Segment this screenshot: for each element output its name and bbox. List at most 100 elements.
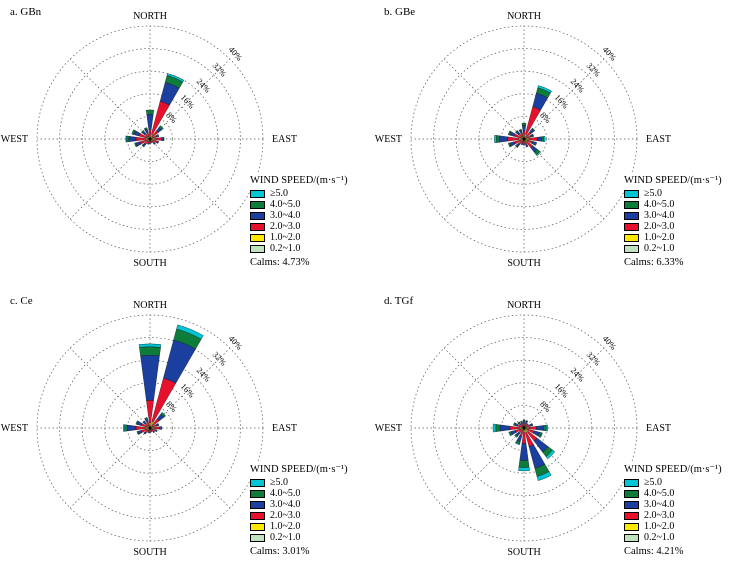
wind-speed-legend: WIND SPEED/(m·s⁻¹) ≥5.0 4.0~5.0 3.0~4.0 2.0… xyxy=(250,463,350,558)
petal-segment-SSW xyxy=(146,142,149,145)
legend-label: 3.0~4.0 xyxy=(270,210,301,221)
legend-swatch xyxy=(250,478,265,487)
petal-segment-WSW xyxy=(507,142,512,148)
legend-item: 1.0~2.0 xyxy=(624,232,722,243)
legend-label: ≥5.0 xyxy=(270,477,288,488)
petal-segment-NE xyxy=(526,423,529,426)
petal-segment-N xyxy=(522,419,526,422)
legend-swatch xyxy=(624,478,639,487)
petal-segment-WNW xyxy=(135,420,139,425)
legend-title: WIND SPEED/(m·s⁻¹) xyxy=(624,464,722,475)
petal-segment-N xyxy=(522,420,526,424)
petal-segment-E xyxy=(543,136,546,142)
legend-item: ≥5.0 xyxy=(624,477,722,488)
calms-label: Calms: 4.21% xyxy=(624,546,684,557)
petal-segment-N xyxy=(146,109,154,115)
petal-segment-ESE xyxy=(156,140,159,144)
petal-segment-ENE xyxy=(155,134,160,138)
legend-item: 3.0~4.0 xyxy=(624,210,722,221)
wind-speed-legend: WIND SPEED/(m·s⁻¹) ≥5.0 4.0~5.0 3.0~4.0 2.0… xyxy=(624,463,724,558)
legend-item: 1.0~2.0 xyxy=(624,521,722,532)
legend-label: 1.0~2.0 xyxy=(644,521,675,532)
legend-item: 2.0~3.0 xyxy=(250,221,348,232)
petal-segment-S xyxy=(149,143,151,145)
legend-item: 0.2~1.0 xyxy=(624,243,722,254)
petal-segment-E xyxy=(161,136,165,142)
legend-label: 1.0~2.0 xyxy=(270,521,301,532)
petal-segment-ENE xyxy=(531,423,534,427)
petal-segment-WSW xyxy=(136,431,140,436)
petal-segment-NNW xyxy=(520,420,523,423)
petal-segment-SE xyxy=(535,150,542,157)
grid-radial xyxy=(149,427,231,509)
legend-item: 2.0~3.0 xyxy=(624,221,722,232)
legend-label: ≥5.0 xyxy=(644,188,662,199)
grid-radial xyxy=(523,138,605,220)
petal-segment-S xyxy=(518,460,530,468)
grid-radial xyxy=(523,427,605,509)
legend-item: 0.2~1.0 xyxy=(624,532,722,543)
axis-label: WEST xyxy=(1,423,28,434)
petal-segment-S xyxy=(523,140,525,144)
axis-label: 8% xyxy=(164,399,179,414)
petal-segment-E xyxy=(159,426,163,430)
petal-segment-W xyxy=(122,424,125,432)
petal-segment-SE xyxy=(545,449,556,460)
petal-segment-SSE xyxy=(525,144,529,148)
legend-item: 3.0~4.0 xyxy=(624,499,722,510)
petal-segment-NW xyxy=(517,421,520,424)
petal-segment-S xyxy=(518,467,530,472)
center-dot xyxy=(522,137,526,141)
legend-swatch xyxy=(250,222,265,231)
petal-segment-W xyxy=(507,136,520,142)
legend-item: 0.2~1.0 xyxy=(250,532,348,543)
calms-label: Calms: 4.73% xyxy=(250,257,310,268)
legend-item: 0.2~1.0 xyxy=(250,243,348,254)
legend-label: 1.0~2.0 xyxy=(270,232,301,243)
legend-swatch xyxy=(250,511,265,520)
petal-segment-N xyxy=(522,130,526,136)
petal-segment-N xyxy=(146,113,154,130)
petal-segment-W xyxy=(495,424,501,432)
petal-segment-E xyxy=(536,136,542,142)
grid-ring xyxy=(36,314,264,542)
axis-label: 8% xyxy=(538,399,553,414)
petal-segment-NNE xyxy=(537,85,552,94)
legend-swatch xyxy=(250,233,265,242)
panel-c-ce: NORTH SOUTH WEST EAST 8% 16% 24% 32% 40% c. Ce W… xyxy=(0,289,374,578)
axis-label: SOUTH xyxy=(507,547,540,558)
legend-swatch xyxy=(624,500,639,509)
legend-item: 3.0~4.0 xyxy=(250,499,348,510)
grid-ring xyxy=(410,25,638,253)
axis-label: SOUTH xyxy=(133,258,166,269)
grid-ring xyxy=(455,70,593,208)
petal-segment-SE xyxy=(153,142,156,145)
petal-segment-N xyxy=(523,423,525,427)
panel-a-gbn: NORTH SOUTH WEST EAST 8% 16% 24% 32% 40% a. GBn … xyxy=(0,0,374,289)
petal-segment-W xyxy=(494,134,497,144)
grid-ring xyxy=(127,405,173,451)
legend-label: 4.0~5.0 xyxy=(270,199,301,210)
grid-radial xyxy=(443,138,525,220)
axis-label: NORTH xyxy=(507,11,541,22)
legend-item: 4.0~5.0 xyxy=(250,488,348,499)
petal-segment-E xyxy=(545,424,548,432)
petal-segment-W xyxy=(127,424,137,432)
legend-label: 4.0~5.0 xyxy=(270,488,301,499)
legend-label: 2.0~3.0 xyxy=(270,221,301,232)
petal-segment-W xyxy=(128,136,137,142)
petal-segment-E xyxy=(543,424,547,432)
legend-label: 2.0~3.0 xyxy=(644,221,675,232)
legend-label: 0.2~1.0 xyxy=(644,243,675,254)
petal-segment-S xyxy=(149,432,151,434)
petal-segment-SSE xyxy=(536,471,552,481)
petal-segment-SW xyxy=(143,431,147,435)
petal-segment-SE xyxy=(152,430,156,434)
legend-title: WIND SPEED/(m·s⁻¹) xyxy=(250,464,348,475)
petal-segment-NNE xyxy=(166,73,185,83)
panel-label: d. TGf xyxy=(384,295,414,307)
legend-swatch xyxy=(624,511,639,520)
legend-swatch xyxy=(624,244,639,253)
